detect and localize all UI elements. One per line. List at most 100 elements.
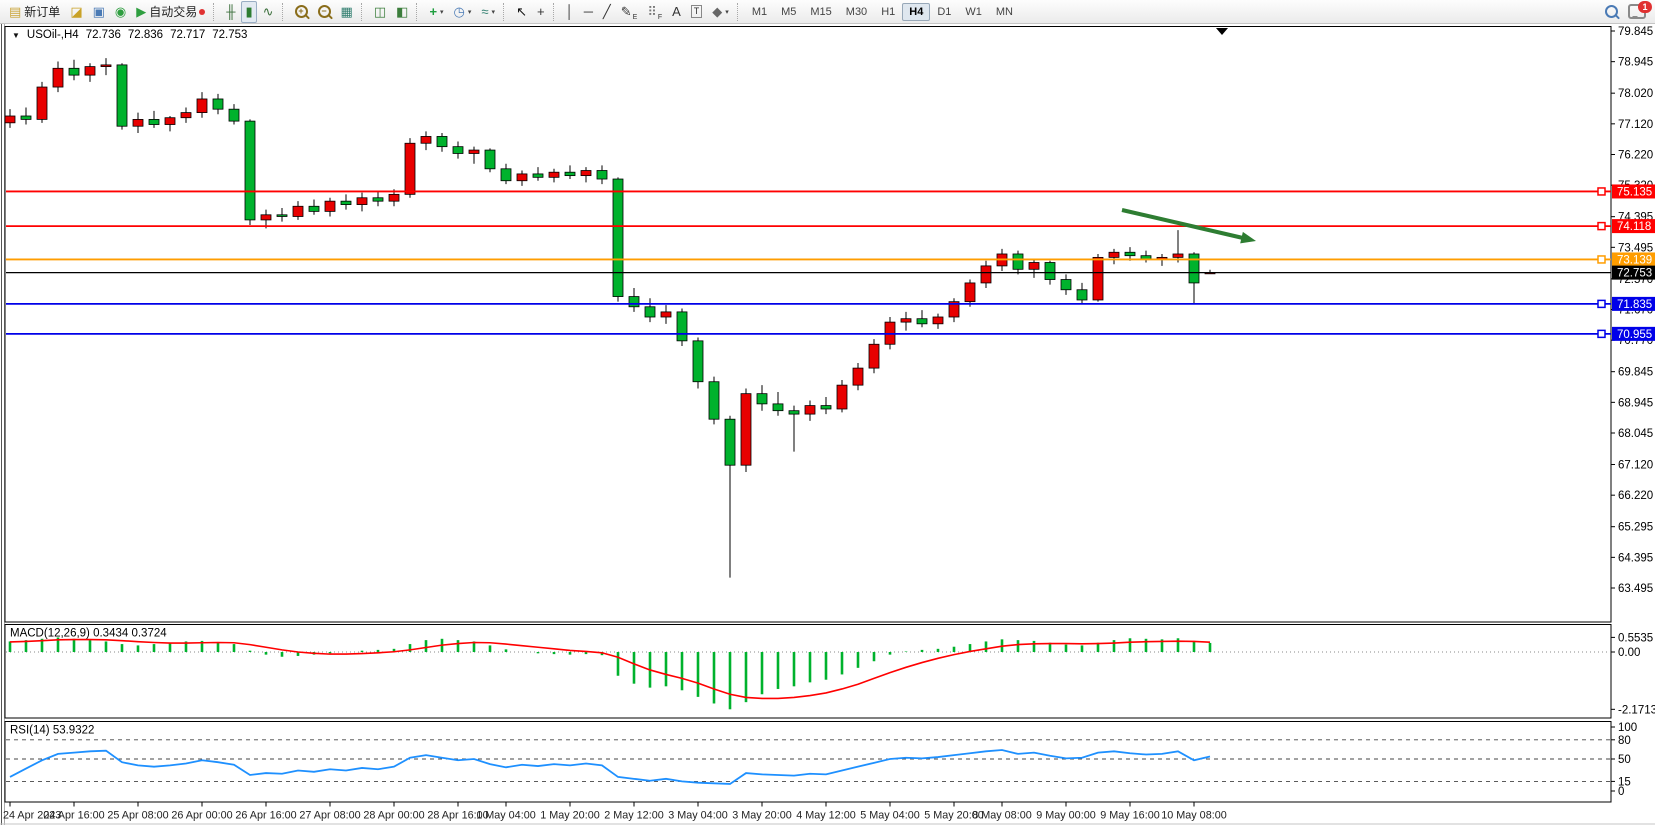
candle-body (1028, 262, 1040, 270)
signals-button[interactable]: ◉ (111, 1, 130, 23)
candle-body (1092, 256, 1104, 301)
candle-body (676, 311, 688, 342)
chart-close-value: 72.753 (212, 29, 248, 41)
charts-profile-button[interactable]: ◪ (66, 1, 86, 23)
candle-body (148, 119, 160, 125)
date-label: 5 May 04:00 (860, 810, 919, 822)
tab-w1[interactable]: W1 (965, 5, 982, 18)
templates-button[interactable]: ≈ ▾ (477, 1, 499, 23)
date-label: 27 Apr 08:00 (299, 810, 360, 822)
tab-h4[interactable]: H4 (902, 2, 931, 21)
date-label: 1 May 20:00 (540, 810, 599, 822)
svg-text:50: 50 (1618, 754, 1631, 766)
trendline-button[interactable]: ╱ (599, 1, 615, 23)
svg-text:-2.1713: -2.1713 (1618, 704, 1655, 716)
chart-shift-marker[interactable] (1216, 28, 1228, 35)
macd-pane[interactable]: 0.5535 0.00 -2.1713 MACD(12,26,9) 0.3434 0.… (6, 628, 1655, 717)
candle-body (84, 66, 96, 76)
equidistant-channel-button[interactable]: ✎ E (620, 3, 638, 21)
line-handle[interactable] (1597, 299, 1606, 309)
zoom-in-button[interactable]: + (291, 1, 312, 23)
bar-chart-button[interactable]: ╫ (222, 1, 239, 23)
line-handle[interactable] (1597, 221, 1606, 231)
new-order-button[interactable]: ▤ 新订单 (5, 1, 64, 23)
tab-d1[interactable]: D1 (937, 5, 952, 18)
price-chart[interactable]: 79.84578.94578.02077.12076.22075.32074.3… (0, 24, 1655, 825)
svg-text:75.135: 75.135 (1617, 186, 1652, 198)
separator (736, 2, 742, 21)
candle-body (1044, 262, 1056, 280)
svg-text:73.139: 73.139 (1617, 254, 1652, 266)
shapes-button[interactable]: ◆ ▾ (708, 1, 733, 23)
candlestick-chart-button[interactable]: ▮ (241, 0, 257, 23)
candle-body (1060, 279, 1072, 291)
svg-text:72.753: 72.753 (1617, 268, 1652, 280)
horizontal-line-button[interactable]: ─ (580, 1, 597, 23)
candle-body (788, 410, 800, 415)
date-label: 28 Apr 00:00 (363, 810, 424, 822)
pane-frames (4, 26, 1612, 803)
vertical-line-button[interactable]: │ (562, 1, 578, 23)
text-button[interactable]: A (668, 1, 685, 23)
tab-m15[interactable]: M15 (810, 5, 832, 18)
tab-m30[interactable]: M30 (845, 5, 868, 18)
fibonacci-button[interactable]: ⠿ F (647, 3, 663, 21)
label-button[interactable]: T (687, 1, 707, 23)
candle-body (68, 67, 80, 76)
line-handle[interactable] (1597, 187, 1606, 196)
horizontal-lines[interactable]: 75.135 74.118 73.139 71.835 70.955 (6, 184, 1655, 341)
candle-body (532, 173, 544, 178)
candle-body (580, 170, 592, 177)
zoom-out-button[interactable]: − (314, 1, 335, 23)
crosshair-button[interactable]: + (533, 1, 549, 23)
candle-body (948, 301, 960, 318)
candle-body (308, 205, 320, 212)
cursor-icon: ↖ (516, 3, 527, 19)
periods-icon: ◷ (453, 3, 465, 19)
candlestick-chart-icon: ▮ (245, 3, 253, 19)
candle-body (52, 67, 64, 88)
svg-text:65.295: 65.295 (1618, 522, 1653, 534)
price-level-label (1612, 219, 1655, 234)
candle-body (820, 405, 832, 410)
chart-window[interactable]: 79.84578.94578.02077.12076.22075.32074.3… (0, 24, 1655, 825)
candle-body (868, 343, 880, 369)
cascade-windows-button[interactable]: ◧ (392, 1, 412, 23)
line-chart-button[interactable]: ∿ (259, 1, 278, 23)
candle-body (196, 98, 208, 113)
line-handle[interactable] (1597, 255, 1606, 264)
rsi-line (9, 749, 1211, 785)
candle-body (20, 115, 32, 120)
date-label: 3 May 20:00 (732, 810, 791, 822)
candle-body (756, 393, 768, 405)
date-label: 3 May 04:00 (668, 810, 727, 822)
candle-body (612, 178, 624, 297)
search-icon[interactable] (1601, 1, 1622, 23)
arrange-windows-button[interactable]: ◫ (370, 1, 390, 23)
svg-text:76.220: 76.220 (1618, 149, 1653, 161)
terminal-button[interactable]: ▣ (89, 1, 109, 23)
svg-text:74.118: 74.118 (1617, 221, 1651, 233)
chart-low-value: 72.717 (170, 29, 206, 41)
tab-mn[interactable]: MN (995, 5, 1013, 18)
date-label: 26 Apr 16:00 (235, 810, 296, 822)
tile-windows-button[interactable]: ▦ (337, 1, 357, 23)
chart-menu-arrow-icon[interactable]: ▼ (12, 30, 20, 40)
arrange-windows-icon: ◫ (373, 3, 387, 19)
trend-arrow[interactable] (1121, 208, 1247, 241)
tab-h1[interactable]: H1 (881, 5, 896, 18)
tab-m5[interactable]: M5 (781, 5, 797, 18)
svg-text:0.00: 0.00 (1618, 647, 1640, 659)
periods-button[interactable]: ◷ ▾ (450, 1, 476, 23)
line-handle[interactable] (1597, 329, 1606, 339)
svg-text:68.045: 68.045 (1618, 428, 1653, 440)
notifications-button[interactable]: 1 (1624, 0, 1652, 23)
tab-m1[interactable]: M1 (751, 5, 768, 18)
macd-label: MACD(12,26,9) 0.3434 0.3724 (10, 628, 167, 640)
cursor-button[interactable]: ↖ (512, 1, 531, 23)
separator (360, 2, 366, 21)
toolbar: ▤ 新订单 ◪ ▣ ◉ ▶ 自动交易 ╫ ▮ ∿ + − ▦ ◫ ◧ + ▾ ◷ ▾ ≈ ▾ ↖ + │ ─ ╱ ✎ E ⠿ F A T ◆ ▾ M… (0, 0, 1655, 24)
autotrading-button[interactable]: ▶ 自动交易 (132, 1, 209, 23)
new-chart-button[interactable]: + ▾ (425, 1, 447, 23)
